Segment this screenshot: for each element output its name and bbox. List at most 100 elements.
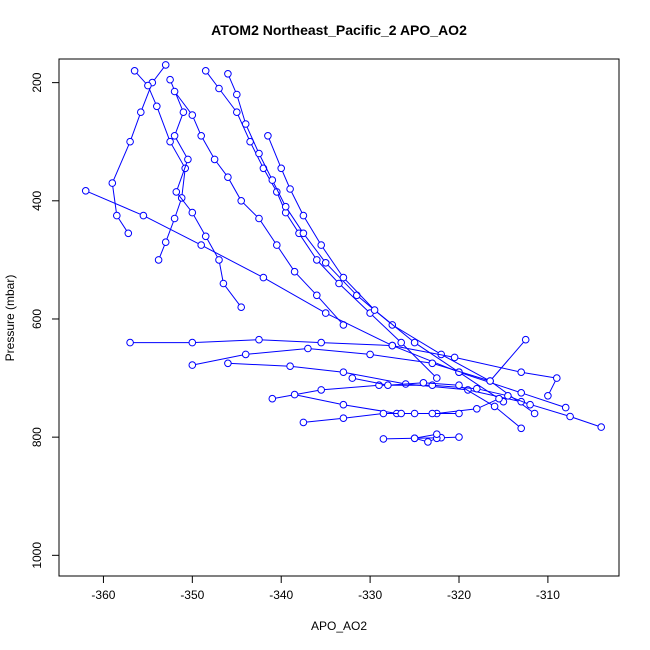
data-point	[517, 389, 526, 397]
data-point	[566, 412, 574, 421]
data-point	[424, 438, 432, 446]
data-point	[397, 409, 406, 418]
series-8	[81, 187, 570, 412]
data-point	[321, 309, 330, 317]
data-point	[317, 241, 326, 249]
data-point	[517, 424, 526, 433]
data-point	[339, 273, 348, 282]
data-point	[153, 102, 161, 111]
data-point	[188, 338, 197, 347]
series-line	[267, 135, 504, 403]
data-point	[281, 202, 290, 211]
data-point	[428, 359, 437, 368]
data-point	[154, 256, 163, 264]
data-point	[339, 368, 348, 377]
data-point	[526, 400, 534, 409]
data-point	[397, 338, 406, 347]
y-axis-label: Pressure (mbar)	[3, 275, 17, 362]
data-point	[179, 108, 188, 116]
data-point	[259, 273, 268, 282]
x-tick-label: -340	[269, 588, 293, 602]
series-11	[224, 359, 606, 431]
data-point	[286, 185, 294, 193]
data-point	[113, 211, 121, 220]
data-point	[561, 403, 570, 412]
series-3	[166, 75, 245, 312]
data-point	[264, 132, 272, 140]
data-point	[215, 256, 223, 264]
data-point	[161, 61, 170, 69]
data-point	[215, 84, 223, 93]
series-17	[410, 430, 441, 446]
data-point	[268, 176, 277, 184]
data-point	[255, 149, 263, 158]
data-point	[241, 120, 250, 128]
data-point	[197, 241, 205, 249]
data-point	[339, 414, 348, 423]
data-point	[126, 137, 134, 146]
data-point	[108, 179, 117, 187]
data-point	[255, 214, 263, 223]
x-axis: -360 -350 -340 -330 -320 -310	[91, 576, 560, 602]
y-tick-label: 1000	[30, 542, 44, 569]
x-tick-label: -320	[447, 588, 471, 602]
data-point	[224, 70, 232, 78]
data-point	[139, 211, 148, 220]
data-point	[317, 338, 326, 347]
data-point	[137, 108, 145, 116]
data-point	[188, 361, 197, 369]
data-point	[521, 335, 530, 344]
series-layer	[81, 61, 606, 446]
data-point	[161, 238, 170, 246]
data-point	[428, 409, 437, 418]
data-point	[353, 291, 361, 300]
data-point	[170, 87, 179, 96]
series-line	[174, 91, 344, 326]
x-tick-label: -310	[536, 588, 560, 602]
series-line	[414, 433, 437, 443]
data-point	[379, 409, 388, 418]
y-tick-label: 600	[30, 309, 44, 329]
data-point	[144, 81, 152, 90]
x-tick-label: -330	[358, 588, 382, 602]
data-point	[237, 303, 245, 312]
data-point	[255, 335, 263, 344]
data-point	[304, 344, 312, 353]
data-point	[388, 341, 397, 350]
data-point	[166, 75, 174, 84]
data-point	[433, 430, 441, 439]
data-point	[299, 229, 308, 238]
data-point	[197, 132, 205, 140]
data-point	[410, 434, 419, 443]
data-point	[201, 232, 210, 241]
data-point	[317, 386, 326, 394]
data-point	[517, 368, 526, 377]
data-point	[184, 155, 192, 164]
series-5	[201, 67, 441, 382]
data-point	[455, 433, 463, 441]
data-point	[81, 187, 90, 195]
data-point	[224, 359, 232, 368]
data-point	[366, 350, 374, 359]
series-7	[264, 132, 508, 406]
data-point	[224, 173, 232, 181]
data-point	[486, 377, 494, 385]
series-14	[290, 390, 503, 418]
data-point	[410, 409, 419, 418]
data-point	[170, 132, 179, 140]
data-point	[339, 400, 348, 409]
series-13	[348, 374, 526, 433]
data-point	[201, 67, 210, 75]
data-point	[124, 229, 133, 238]
data-point	[188, 208, 197, 217]
data-point	[433, 374, 441, 382]
data-point	[299, 211, 308, 220]
data-point	[313, 256, 321, 264]
data-point	[241, 350, 250, 359]
data-point	[473, 405, 481, 413]
data-point	[188, 111, 197, 119]
data-point	[530, 409, 539, 418]
data-point	[597, 423, 606, 431]
data-point	[290, 267, 299, 276]
